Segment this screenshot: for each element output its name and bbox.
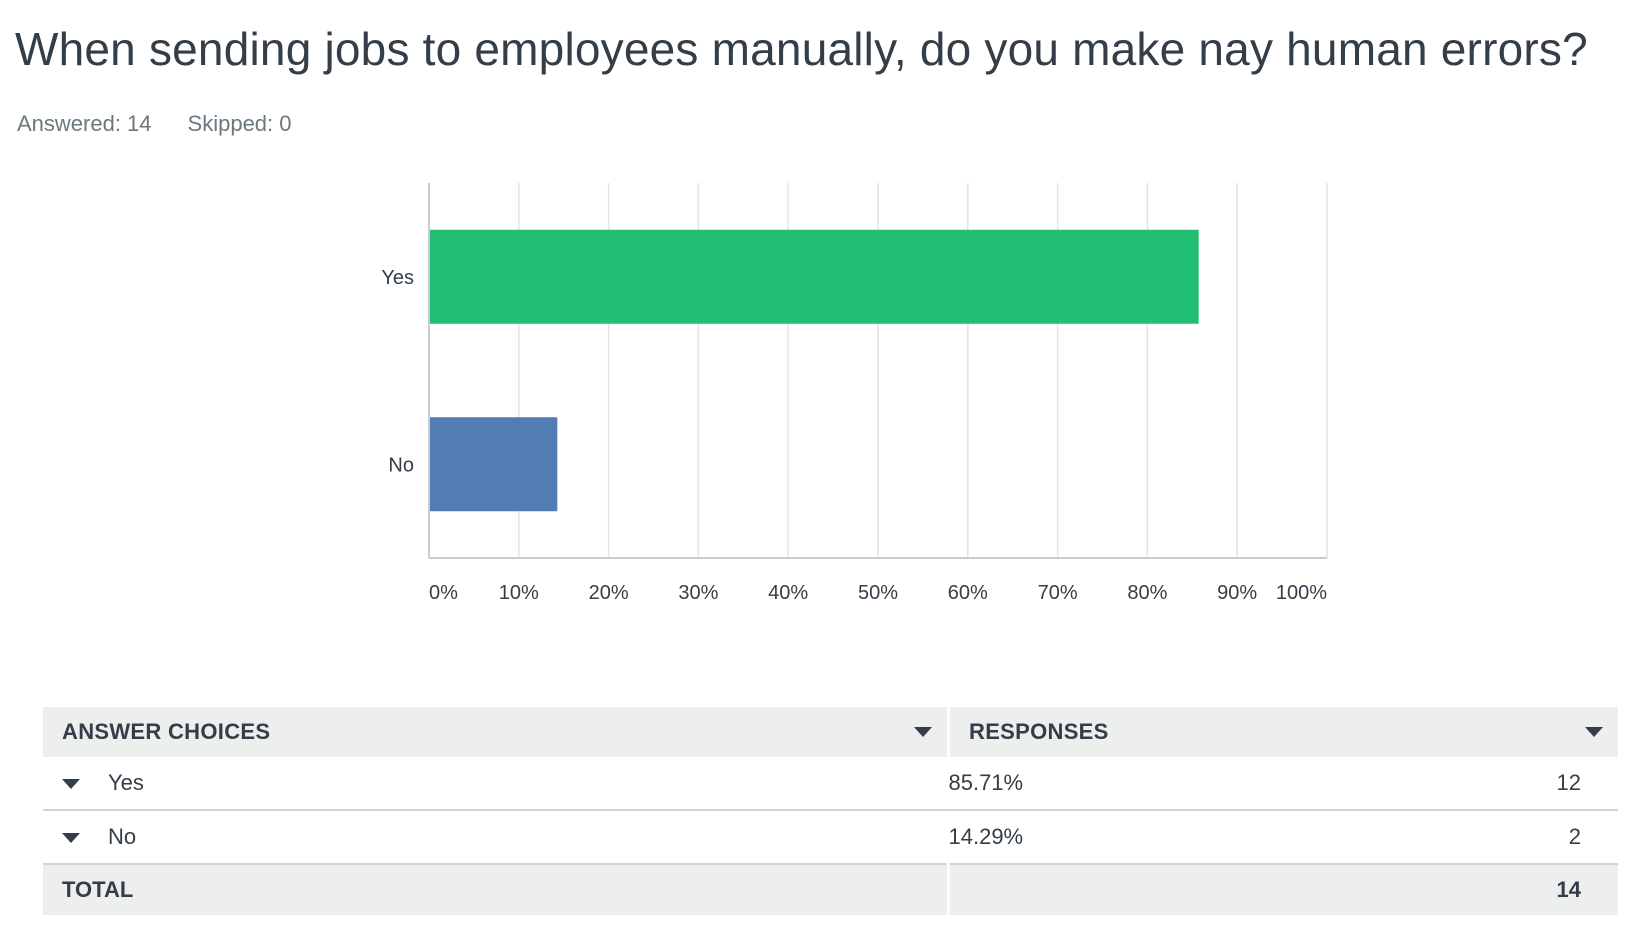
x-tick-label: 10% [499,582,539,604]
table-row: No 14.29% 2 [43,810,1618,865]
header-answer-choices-label: ANSWER CHOICES [62,719,271,744]
header-answer-choices[interactable]: ANSWER CHOICES [43,707,950,757]
header-responses[interactable]: RESPONSES [948,707,1618,757]
x-tick-label: 0% [429,582,458,604]
category-label: No [388,454,414,476]
x-tick-label: 50% [858,582,898,604]
bar-chart: 0% 10% 20% 30% 40% 50% 60% 70% 80% 90% 100% Yes No [381,183,1328,604]
x-tick-label: 90% [1217,582,1257,604]
response-count: 12 [1315,757,1618,811]
category-label: Yes [381,267,414,289]
x-tick-label: 40% [768,582,808,604]
choice-label: Yes [108,770,144,795]
response-stats: Answered: 14 Skipped: 0 [17,111,328,137]
x-tick-label: 70% [1038,582,1078,604]
sort-caret-icon[interactable] [1585,727,1603,737]
page-title: When sending jobs to employees manually,… [15,23,1588,75]
expand-caret-icon[interactable] [62,833,80,844]
total-label: TOTAL [43,864,950,915]
total-spacer [948,864,1316,915]
x-tick-label: 60% [948,582,988,604]
total-count: 14 [1315,864,1618,915]
expand-caret-icon[interactable] [62,779,80,790]
table-row: Yes 85.71% 12 [43,757,1618,811]
results-table: ANSWER CHOICES RESPONSES Yes 85.71% 12 N… [43,707,1618,915]
response-count: 2 [1315,810,1618,865]
bar-yes [430,229,1199,324]
response-percent: 14.29% [948,810,1316,865]
bar-no [430,417,558,512]
x-tick-label: 30% [678,582,718,604]
x-tick-label: 80% [1127,582,1167,604]
header-responses-label: RESPONSES [969,719,1109,744]
total-row: TOTAL 14 [43,864,1618,915]
skipped-count: Skipped: 0 [187,111,292,136]
x-tick-label: 20% [589,582,629,604]
x-tick-label: 100% [1276,582,1327,604]
answered-count: Answered: 14 [17,111,152,136]
response-percent: 85.71% [948,757,1316,811]
sort-caret-icon[interactable] [914,727,932,737]
choice-label: No [108,824,137,849]
